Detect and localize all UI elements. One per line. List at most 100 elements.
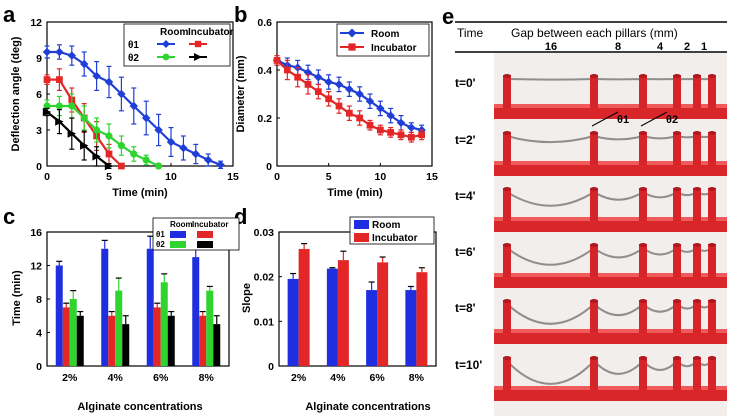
timepoint-row: t=6': [455, 243, 727, 288]
gap-value-label: 16: [545, 41, 557, 53]
chart-b-data-point: [273, 57, 281, 64]
chart-a-data-point: [154, 125, 163, 135]
chart-a-data-point: [191, 149, 200, 159]
legend-c-row-theta1: θ1: [156, 230, 165, 239]
chart-a-data-point: [166, 137, 176, 147]
chart-a-data-point: [155, 162, 163, 170]
y-tick-label: 0.01: [254, 316, 275, 328]
chart-c-ylabel: Time (min): [11, 270, 23, 326]
chart-b-data-point: [407, 133, 415, 141]
legend-a-col-room: Room: [160, 27, 188, 38]
chart-c-category-label: 2%: [62, 372, 78, 384]
chart-c-legend-box: [152, 217, 240, 251]
pillar: [673, 300, 681, 333]
chart-c-xlabel: Alginate concentrations: [77, 401, 202, 413]
pillar-cap: [590, 356, 598, 360]
base-plate-highlight: [494, 386, 727, 390]
pillar: [590, 244, 598, 277]
chart-d-bar: [405, 290, 417, 366]
y-tick-label: 0.03: [254, 227, 275, 239]
chart-a-series-line: [47, 104, 160, 167]
chart-b-data-point: [387, 129, 395, 136]
panel-e-time-header: Time: [457, 26, 484, 40]
chart-c-legend: Room Incubator θ1 θ2: [152, 217, 240, 251]
angle-theta2-pointer: [640, 111, 668, 127]
chart-b-data-point: [386, 111, 395, 120]
chart-b-data-point: [356, 114, 364, 122]
x-tick-label: 10: [165, 171, 177, 183]
pillar: [708, 244, 716, 277]
pillar-cap: [673, 131, 681, 135]
angle-theta1-label: θ1: [617, 114, 629, 126]
pillar-cap: [590, 131, 598, 135]
chart-c-bar: [76, 315, 84, 366]
y-tick-label: 9: [36, 53, 42, 65]
pillar: [673, 132, 681, 165]
chart-a-data-point: [204, 155, 213, 165]
legend-a-row-theta2: θ2: [128, 53, 139, 64]
panel-label-b: b: [234, 2, 247, 27]
chart-c-bar: [167, 315, 175, 366]
pillar-cap: [673, 356, 681, 360]
panel-label-a: a: [3, 2, 16, 27]
pillar: [693, 300, 701, 333]
pillar-cap: [693, 299, 701, 303]
y-tick-label: 0.6: [257, 17, 272, 29]
pillar-cap: [590, 74, 598, 78]
gap-value-label: 4: [657, 41, 664, 53]
pillar: [503, 357, 511, 390]
chart-a-data-point: [179, 143, 188, 153]
legend-c-swatch: [170, 241, 186, 248]
pillar: [590, 357, 598, 390]
pillar: [708, 188, 716, 221]
pillar-cap: [708, 131, 716, 135]
chart-c-bar: [213, 324, 221, 366]
legend-c-swatch: [170, 231, 186, 238]
pillar: [639, 188, 647, 221]
y-tick-label: 0: [36, 161, 42, 173]
chart-b-data-point: [324, 77, 333, 87]
chart-d-bar: [287, 278, 299, 366]
chart-c-bar: [146, 248, 154, 366]
chart-d-xlabel: Alginate concentrations: [305, 401, 430, 413]
base-plate-highlight: [494, 329, 727, 333]
pillar: [639, 75, 647, 108]
chart-a-data-point: [104, 77, 114, 87]
chart-d-ylabel: Slope: [241, 283, 253, 313]
x-tick-label: 0: [44, 171, 50, 183]
y-tick-label: 0.02: [254, 272, 275, 284]
pillar-cap: [708, 74, 716, 78]
legend-a-swatch-marker: [162, 53, 170, 61]
legend-c-col-incubator: Incubator: [192, 220, 228, 229]
chart-a-data-point: [67, 129, 76, 138]
chart-b-ylabel: Diameter (mm): [235, 55, 247, 132]
chart-c-bar: [101, 248, 109, 366]
pillar-cap: [708, 299, 716, 303]
x-tick-label: 0: [274, 171, 280, 183]
legend-c-swatch: [197, 241, 213, 248]
pillar-cap: [503, 187, 511, 191]
legend-a-swatch-marker: [194, 53, 202, 61]
chart-d: Slope Alginate concentrations 0 0.01 0.02 0…: [241, 216, 437, 413]
y-tick-label: 3: [36, 125, 42, 137]
chart-a-series-2: [43, 93, 163, 170]
chart-a-data-point: [142, 113, 151, 123]
pillar: [673, 75, 681, 108]
panel-e-gap-header: Gap between each pillars (mm): [511, 26, 678, 40]
y-tick-label: 12: [30, 261, 42, 273]
timepoint-row: t=8': [455, 299, 727, 344]
chart-b-data-point: [376, 126, 384, 134]
legend-b-swatch-marker: [347, 28, 357, 38]
chart-b-data-point: [335, 102, 343, 110]
pillar: [693, 244, 701, 277]
base-plate: [494, 220, 727, 232]
y-tick-label: 4: [36, 328, 42, 340]
chart-b-data-point: [418, 131, 426, 139]
x-tick-label: 10: [374, 171, 386, 183]
angle-theta1-pointer: [591, 111, 619, 127]
pillar: [503, 188, 511, 221]
chart-c-bar: [122, 324, 130, 366]
chart-a-data-point: [56, 76, 63, 83]
legend-c-swatch: [197, 231, 213, 238]
